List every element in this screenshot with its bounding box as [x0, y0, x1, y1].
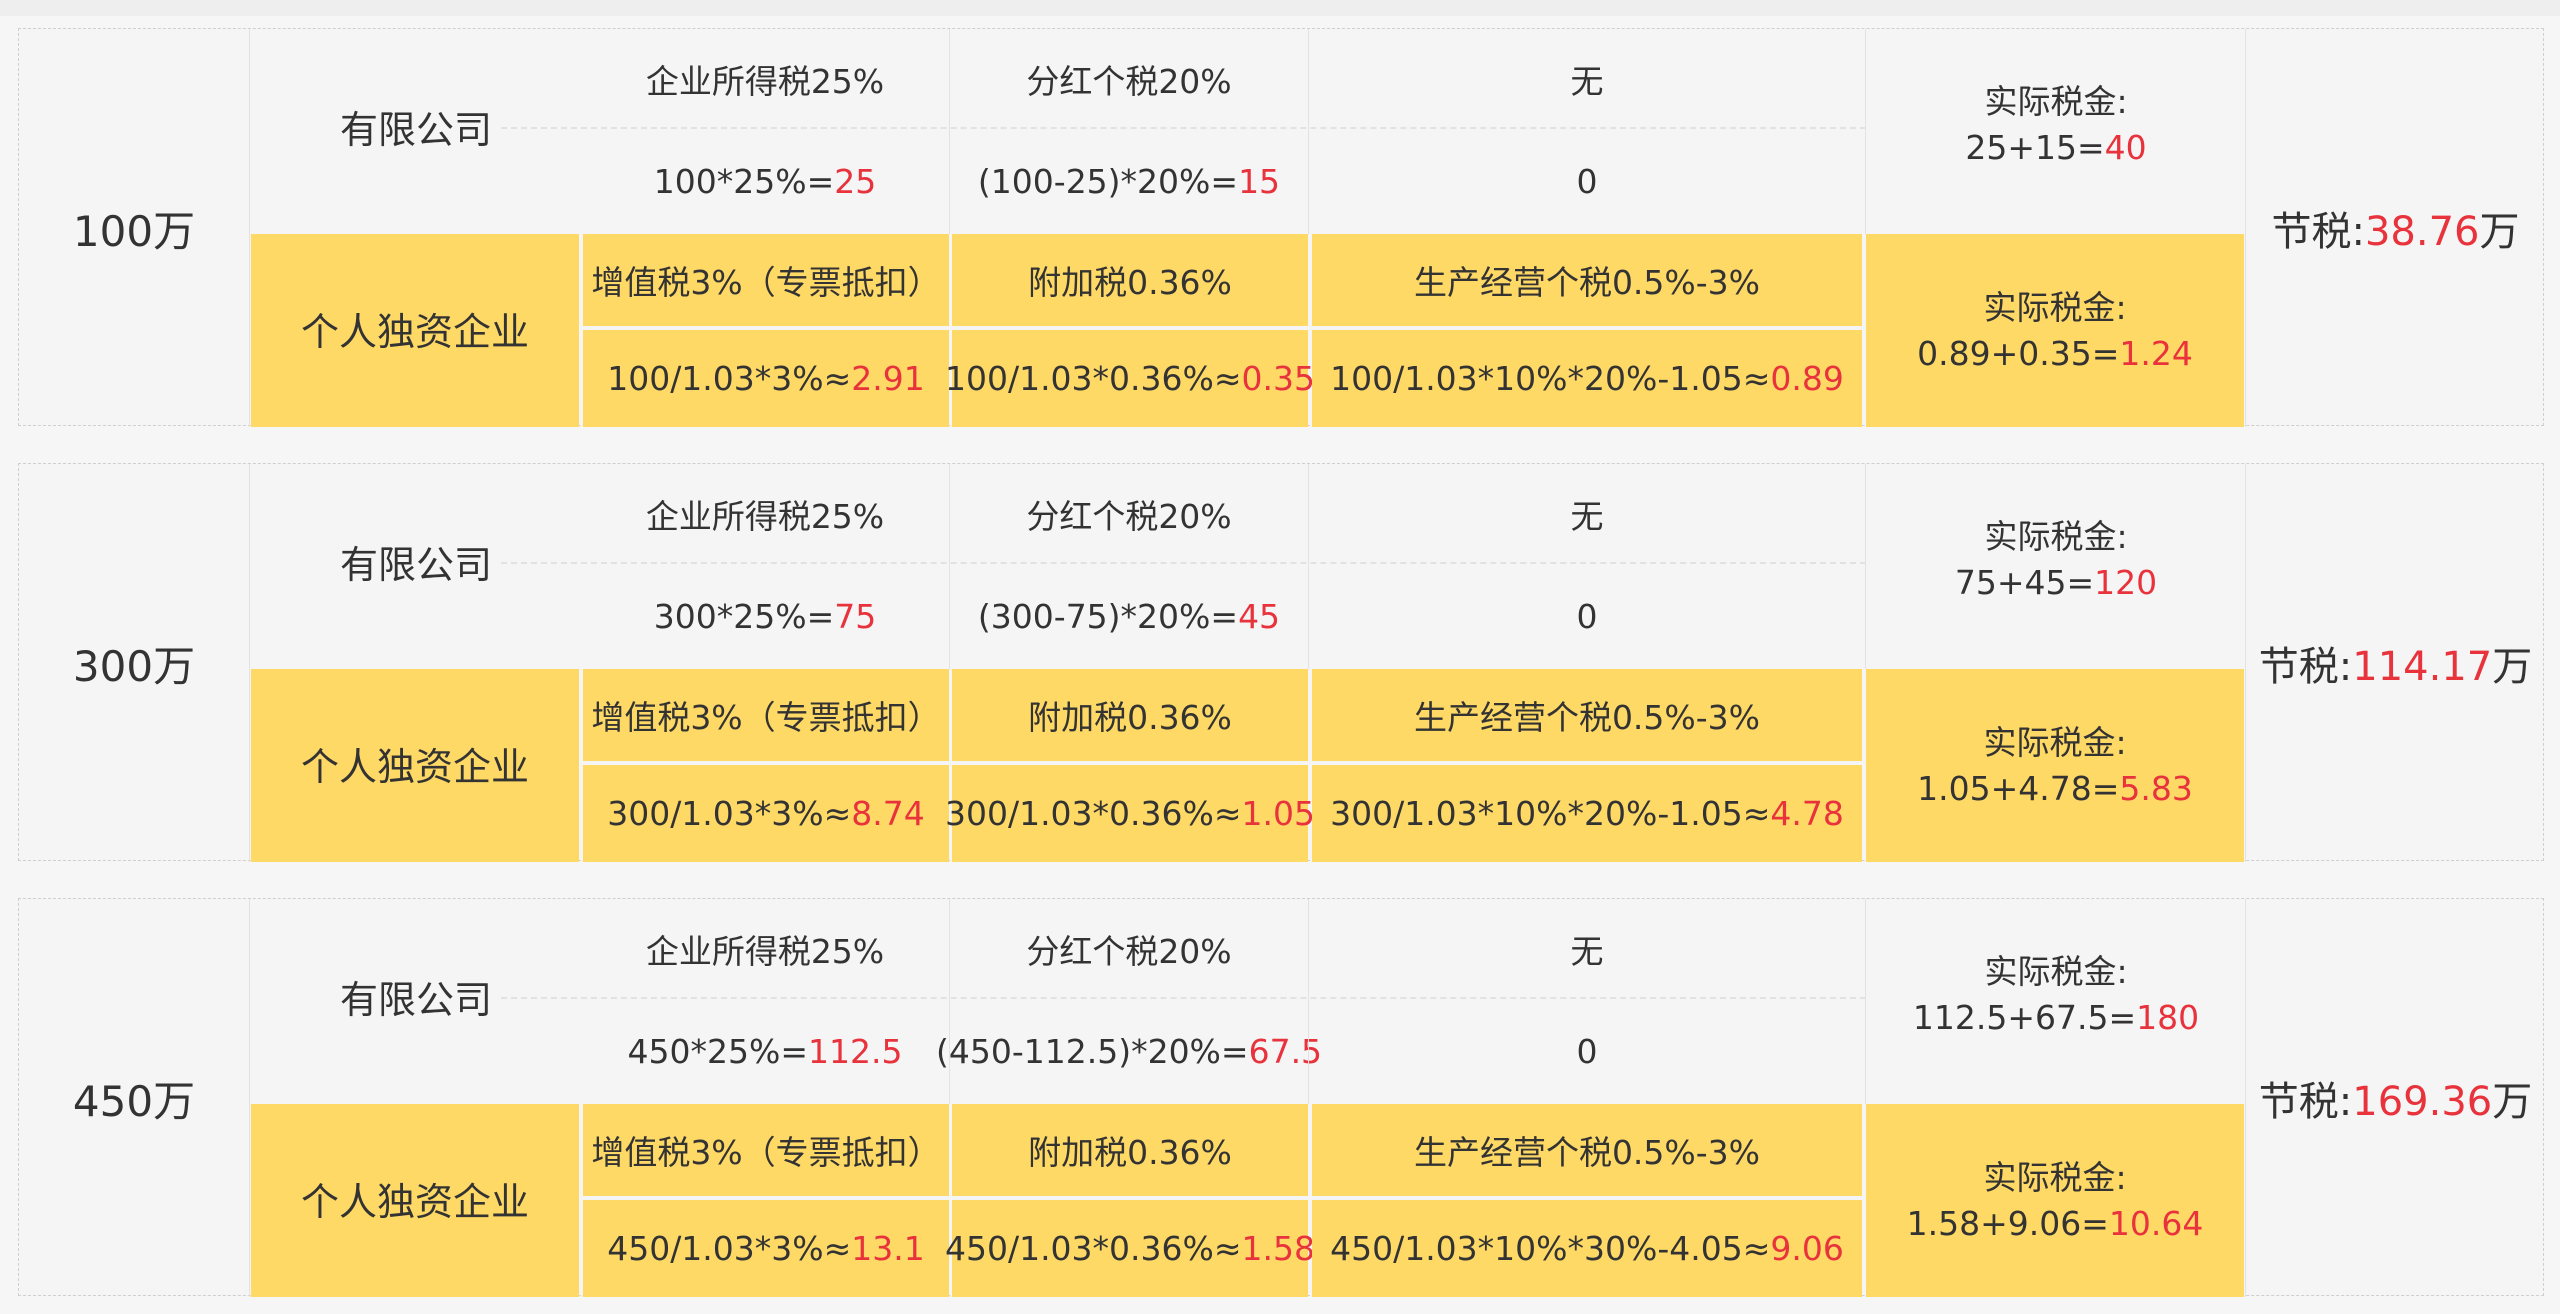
header-business-tax: 生产经营个税0.5%-3%	[1312, 669, 1862, 761]
tax-saving: 节税:169.36万	[2258, 1079, 2533, 1125]
calc-corp-tax: 300*25%=75	[653, 597, 877, 636]
calc-surcharge: 300/1.03*0.36%≈1.05	[945, 765, 1315, 862]
header-corp-tax: 企业所得税25%	[645, 62, 885, 101]
calc-dividend-tax: (450-112.5)*20%=67.5	[935, 1032, 1323, 1071]
header-corp-tax: 企业所得税25%	[645, 932, 885, 971]
tax-saving: 节税:114.17万	[2258, 644, 2533, 690]
calc-business-tax: 100/1.03*10%*20%-1.05≈0.89	[1312, 330, 1862, 427]
income-amount: 300万	[72, 641, 196, 691]
company-type-limited: 有限公司	[339, 108, 492, 152]
header-business-tax: 生产经营个税0.5%-3%	[1312, 234, 1862, 326]
calc-corp-tax: 450*25%=112.5	[627, 1032, 903, 1071]
calc-vat: 300/1.03*3%≈8.74	[583, 765, 949, 862]
company-type-sole: 个人独资企业	[251, 669, 579, 862]
tax-saving: 节税:38.76万	[2271, 209, 2520, 255]
header-vat: 增值税3%（专票抵扣）	[583, 669, 949, 761]
calc-corp-tax: 100*25%=25	[653, 162, 877, 201]
header-business-tax: 生产经营个税0.5%-3%	[1312, 1104, 1862, 1196]
company-type-limited: 有限公司	[339, 543, 492, 587]
calc-dividend-tax: (100-25)*20%=15	[977, 162, 1281, 201]
header-corp-tax: 企业所得税25%	[645, 497, 885, 536]
actual-tax-sole: 实际税金: 1.58+9.06=10.64	[1866, 1104, 2244, 1297]
header-vat: 增值税3%（专票抵扣）	[583, 1104, 949, 1196]
header-dividend-tax: 分红个税20%	[1026, 62, 1232, 101]
calc-dividend-tax: (300-75)*20%=45	[977, 597, 1281, 636]
company-type-sole: 个人独资企业	[251, 234, 579, 427]
calc-none: 0	[1576, 597, 1598, 636]
company-type-limited: 有限公司	[339, 978, 492, 1022]
income-amount: 450万	[72, 1076, 196, 1126]
tax-block: 100万 有限公司 企业所得税25% 100*25%=25 分红个税20% (1…	[18, 28, 2544, 427]
top-strip	[0, 0, 2560, 16]
header-dividend-tax: 分红个税20%	[1026, 932, 1232, 971]
calc-vat: 450/1.03*3%≈13.1	[583, 1200, 949, 1297]
header-none: 无	[1570, 62, 1604, 101]
calc-business-tax: 450/1.03*10%*30%-4.05≈9.06	[1312, 1200, 1862, 1297]
header-dividend-tax: 分红个税20%	[1026, 497, 1232, 536]
calc-surcharge: 100/1.03*0.36%≈0.35	[945, 330, 1315, 427]
calc-business-tax: 300/1.03*10%*20%-1.05≈4.78	[1312, 765, 1862, 862]
actual-tax-limited: 实际税金: 112.5+67.5=180	[1912, 951, 2200, 1037]
header-none: 无	[1570, 497, 1604, 536]
header-vat: 增值税3%（专票抵扣）	[583, 234, 949, 326]
header-none: 无	[1570, 932, 1604, 971]
actual-tax-limited: 实际税金: 75+45=120	[1954, 516, 2158, 602]
tax-block: 450万 有限公司 企业所得税25% 450*25%=112.5 分红个税20%…	[18, 898, 2544, 1297]
calc-none: 0	[1576, 1032, 1598, 1071]
actual-tax-sole: 实际税金: 1.05+4.78=5.83	[1866, 669, 2244, 862]
header-surcharge: 附加税0.36%	[952, 1104, 1308, 1196]
actual-tax-limited: 实际税金: 25+15=40	[1965, 81, 2147, 167]
header-surcharge: 附加税0.36%	[952, 669, 1308, 761]
company-type-sole: 个人独资企业	[251, 1104, 579, 1297]
actual-tax-sole: 实际税金: 0.89+0.35=1.24	[1866, 234, 2244, 427]
header-surcharge: 附加税0.36%	[952, 234, 1308, 326]
tax-block: 300万 有限公司 企业所得税25% 300*25%=75 分红个税20% (3…	[18, 463, 2544, 862]
income-amount: 100万	[72, 206, 196, 256]
calc-vat: 100/1.03*3%≈2.91	[583, 330, 949, 427]
calc-none: 0	[1576, 162, 1598, 201]
calc-surcharge: 450/1.03*0.36%≈1.58	[945, 1200, 1315, 1297]
